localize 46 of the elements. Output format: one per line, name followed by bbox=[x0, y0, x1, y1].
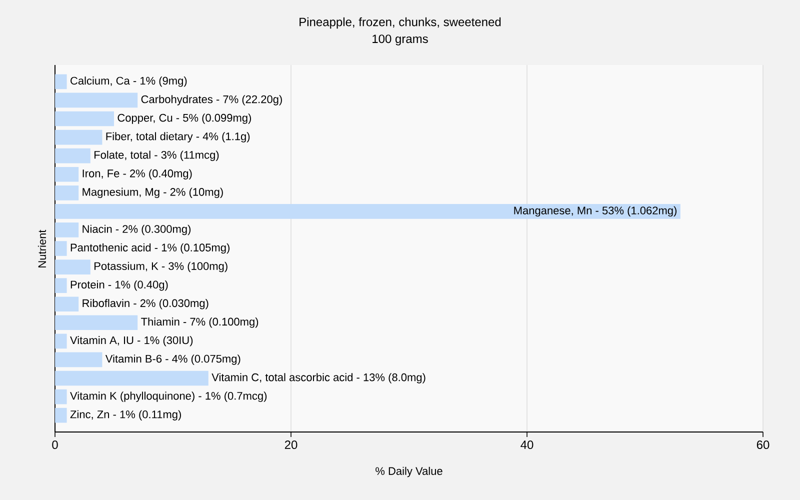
y-tick-label: Iron, Fe - 2% (0.40mg) bbox=[82, 169, 192, 180]
bar bbox=[55, 204, 680, 219]
y-tick-label: Folate, total - 3% (11mcg) bbox=[94, 150, 219, 161]
y-tick-label: Vitamin A, IU - 1% (30IU) bbox=[70, 336, 193, 346]
y-tick-label: Manganese, Mn - 53% (1.062mg) bbox=[514, 206, 676, 217]
y-tick-label: Magnesium, Mg - 2% (10mg) bbox=[82, 188, 223, 198]
bar bbox=[55, 148, 90, 164]
y-tick-label: Niacin - 2% (0.300mg) bbox=[82, 224, 191, 236]
x-tick-label: 0 bbox=[52, 440, 58, 450]
bar bbox=[55, 166, 79, 182]
y-tick-label: Calcium, Ca - 1% (9mg) bbox=[70, 76, 187, 87]
y-tick-label: Vitamin K (phylloquinone) - 1% (0.7mcg) bbox=[70, 392, 267, 402]
y-tick-label: Protein - 1% (0.40g) bbox=[70, 280, 168, 291]
bar bbox=[55, 222, 79, 238]
y-tick-label: Riboflavin - 2% (0.030mg) bbox=[82, 298, 208, 310]
bar bbox=[55, 296, 79, 312]
bar bbox=[55, 334, 67, 349]
x-tick-label: 20 bbox=[284, 440, 298, 450]
y-tick-label: Pantothenic acid - 1% (0.105mg) bbox=[70, 243, 230, 254]
chart-subtitle: 100 grams bbox=[372, 34, 428, 46]
bar bbox=[55, 92, 138, 108]
x-tick-label: 40 bbox=[520, 440, 534, 450]
bar bbox=[55, 241, 67, 256]
bar bbox=[55, 111, 114, 126]
bar bbox=[55, 315, 138, 330]
y-tick-label: Zinc, Zn - 1% (0.11mg) bbox=[70, 410, 181, 420]
bar bbox=[55, 389, 67, 404]
bar bbox=[55, 278, 67, 293]
y-tick-label: Copper, Cu - 5% (0.099mg) bbox=[118, 114, 252, 124]
x-tick-label: 60 bbox=[756, 440, 770, 450]
x-axis-title: % Daily Value bbox=[376, 466, 442, 478]
bar bbox=[55, 408, 67, 423]
y-tick-label: Vitamin B-6 - 4% (0.075mg) bbox=[105, 354, 240, 365]
y-tick-label: Fiber, total dietary - 4% (1.1g) bbox=[106, 132, 250, 142]
y-tick-label: Vitamin C, total ascorbic acid - 13% (8.0mg) bbox=[212, 373, 426, 384]
y-tick-label: Carbohydrates - 7% (22.20g) bbox=[141, 95, 282, 106]
bar bbox=[55, 352, 102, 368]
chart-title: Pineapple, frozen, chunks, sweetened bbox=[300, 17, 501, 29]
y-tick-label: Thiamin - 7% (0.100mg) bbox=[141, 318, 258, 328]
y-tick-label: Potassium, K - 3% (100mg) bbox=[94, 262, 228, 272]
y-axis-title: Nutrient bbox=[38, 230, 46, 268]
bar bbox=[55, 130, 102, 145]
bar bbox=[55, 74, 67, 90]
bar bbox=[55, 185, 79, 200]
bar bbox=[55, 370, 208, 386]
bar bbox=[55, 260, 90, 274]
